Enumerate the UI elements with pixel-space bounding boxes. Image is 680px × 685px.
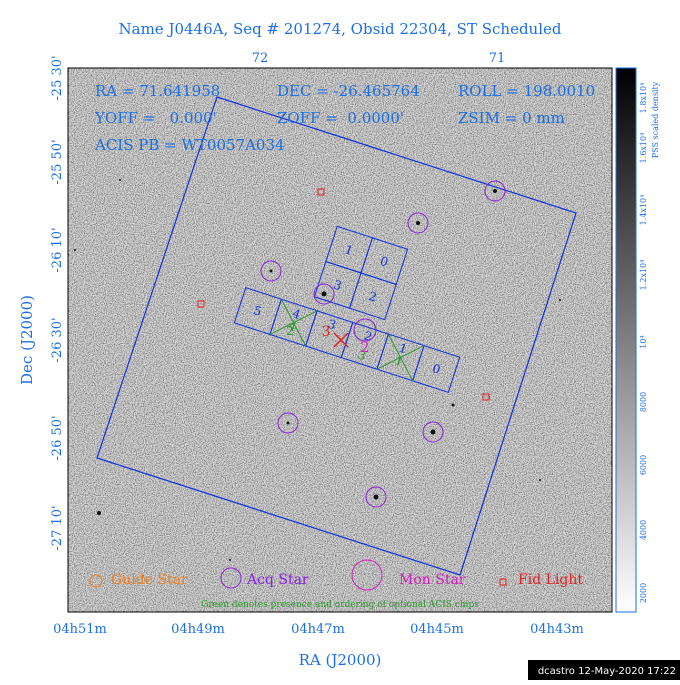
bottom-tick-label: 04h43m bbox=[530, 622, 584, 637]
target-label: 2 bbox=[361, 340, 370, 356]
legend-text: Acq Star bbox=[246, 572, 309, 588]
y-axis-title: Dec (J2000) bbox=[18, 295, 36, 385]
info-text: ZSIM = 0 mm bbox=[458, 109, 565, 127]
optional-chip-label: 3 bbox=[356, 348, 368, 364]
info-text: RA = 71.641958 bbox=[95, 82, 220, 100]
info-text: ACIS PB = WT0057A034 bbox=[94, 136, 285, 154]
legend-text: Guide Star bbox=[111, 572, 188, 588]
top-tick-label: 72 bbox=[252, 51, 269, 66]
colorbar-label: 4000 bbox=[639, 520, 648, 540]
x-axis-title: RA (J2000) bbox=[299, 651, 382, 669]
colorbar-label: 6000 bbox=[639, 455, 648, 475]
chip-label: 2 bbox=[367, 289, 379, 305]
left-tick-label: -26 30' bbox=[50, 317, 65, 362]
chip-label: 1 bbox=[397, 341, 409, 357]
chip-label: 1 bbox=[343, 242, 355, 258]
legend-fid-icon bbox=[499, 578, 507, 586]
chip-label: 5 bbox=[252, 303, 264, 319]
info-text: ZOFF = 0.0000' bbox=[277, 109, 404, 127]
left-tick-label: -27 10' bbox=[50, 505, 65, 550]
optional-chip-label: 1 bbox=[393, 353, 405, 369]
legend-guide-icon bbox=[89, 574, 103, 588]
legend-text: Mon Star bbox=[399, 572, 466, 588]
stars bbox=[74, 179, 561, 561]
legend-text: Fid Light bbox=[518, 572, 583, 588]
legend-acq-icon bbox=[220, 567, 242, 589]
chip-label: 3 bbox=[332, 278, 344, 294]
bottom-tick-label: 04h45m bbox=[410, 622, 464, 637]
plot-frame bbox=[67, 67, 613, 613]
colorbar-label: 1.8x10⁴ bbox=[639, 83, 648, 114]
s-array: 5 4 3 2 1 0 4 3 1 bbox=[233, 287, 461, 393]
colorbar-labels: 2000 4000 6000 8000 10⁴ 1.2x10⁴ 1.4x10⁴ … bbox=[639, 81, 660, 603]
colorbar-label: 1.2x10⁴ bbox=[639, 260, 648, 291]
colorbar-title: PSS scaled density bbox=[651, 81, 660, 158]
colorbar bbox=[615, 67, 637, 613]
acq-stars bbox=[260, 180, 506, 508]
fid-lights bbox=[197, 188, 490, 401]
chip-label: 2 bbox=[362, 329, 374, 345]
colorbar-label: 2000 bbox=[639, 583, 648, 603]
info-text: YOFF = 0.000' bbox=[94, 109, 217, 127]
colorbar-label: 8000 bbox=[639, 392, 648, 412]
bottom-tick-label: 04h47m bbox=[291, 622, 345, 637]
chip-label: 3 bbox=[326, 317, 338, 333]
info-text: DEC = -26.465764 bbox=[277, 82, 420, 100]
left-tick-label: -25 50' bbox=[50, 139, 65, 184]
chip-label: 4 bbox=[291, 306, 303, 322]
target-marker bbox=[333, 332, 349, 348]
chip-label: 0 bbox=[431, 361, 443, 377]
axis-labels: 72 71 -25 30' -25 50' -26 10' -26 30' -2… bbox=[18, 51, 584, 669]
colorbar-label: 1.6x10⁴ bbox=[639, 133, 648, 164]
chip-label: 0 bbox=[378, 254, 390, 270]
bottom-tick-label: 04h49m bbox=[171, 622, 225, 637]
info-text: ROLL = 198.0010 bbox=[458, 82, 595, 100]
left-tick-label: -26 50' bbox=[50, 415, 65, 460]
optional-chip-label: 4 bbox=[287, 319, 299, 335]
target-label: 3 bbox=[322, 324, 331, 340]
info: RA = 71.641958 DEC = -26.465764 ROLL = 1… bbox=[94, 82, 595, 154]
legend-mon-icon bbox=[351, 559, 383, 591]
optional-chip-label: 2 bbox=[286, 324, 294, 338]
bottom-tick-label: 04h51m bbox=[53, 622, 107, 637]
title: Name J0446A, Seq # 201274, Obsid 22304, … bbox=[119, 20, 562, 38]
left-tick-label: -26 10' bbox=[50, 227, 65, 272]
top-tick-label: 71 bbox=[489, 51, 506, 66]
colorbar-label: 1.4x10⁴ bbox=[639, 195, 648, 226]
i-array: 1 0 3 2 bbox=[313, 225, 409, 321]
footer: dcastro 12-May-2020 17:22 bbox=[538, 666, 676, 677]
legend-note: Green denotes presence and ordering of o… bbox=[201, 600, 479, 610]
colorbar-label: 10⁴ bbox=[639, 335, 648, 348]
footer-bg bbox=[528, 660, 680, 680]
field-of-view bbox=[96, 96, 577, 576]
left-tick-label: -25 30' bbox=[50, 55, 65, 100]
